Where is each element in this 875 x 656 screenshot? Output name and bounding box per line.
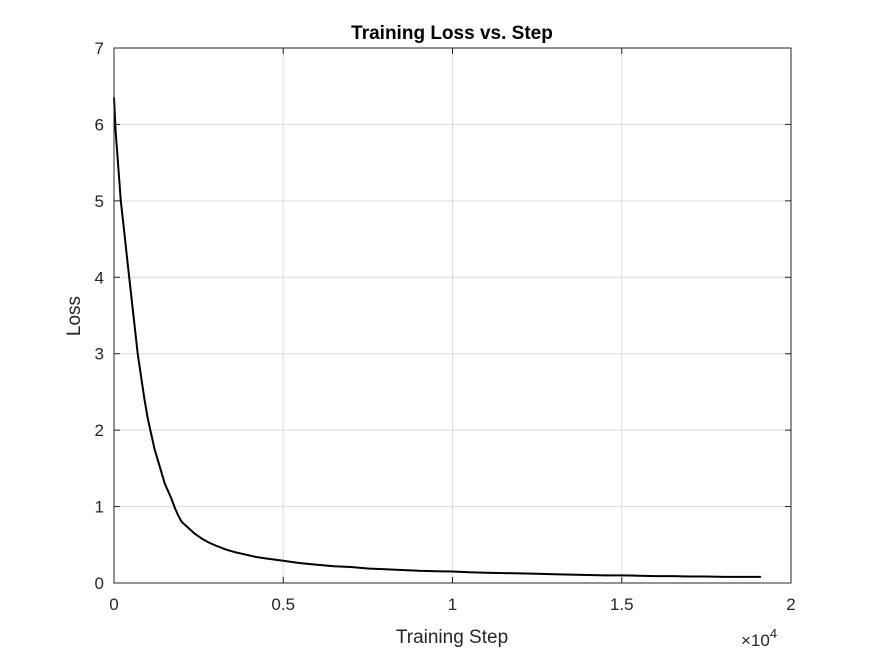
y-axis-label: Loss [64, 296, 85, 336]
loss-point [214, 544, 217, 547]
loss-point [164, 482, 166, 485]
loss-point [123, 230, 125, 233]
loss-point [235, 551, 237, 554]
x-tick-label: 1.5 [610, 595, 634, 614]
loss-point [130, 291, 132, 294]
x-tick-label: 0 [109, 595, 118, 614]
loss-point [150, 433, 152, 435]
loss-point [177, 514, 180, 517]
loss-point [316, 563, 318, 566]
x-tick-labels: 0 0.5 1 1.5 2 [109, 595, 795, 614]
loss-point [400, 569, 403, 571]
loss-point [451, 570, 454, 573]
loss-point [255, 556, 257, 558]
loss-point [224, 548, 227, 551]
loss-point [739, 576, 741, 578]
loss-point [350, 566, 352, 568]
loss-point [174, 507, 176, 509]
loss-point [519, 572, 521, 575]
loss-point [688, 575, 691, 578]
loss-point [187, 527, 190, 529]
loss-point [502, 572, 505, 574]
loss-point [126, 261, 129, 263]
loss-point [147, 417, 149, 420]
loss-point [621, 574, 623, 577]
series-group [113, 96, 762, 578]
x-tick-label: 2 [786, 595, 795, 614]
x-exponent-power: 4 [770, 626, 777, 641]
loss-point [180, 521, 183, 523]
loss-point [133, 322, 136, 324]
tick-marks [113, 47, 792, 584]
chart-title: Training Loss vs. Step [351, 23, 553, 44]
x-exponent-multiplier: ×104 [741, 626, 777, 650]
loss-point [282, 560, 285, 562]
y-tick-label: 7 [95, 39, 104, 58]
loss-point [367, 567, 369, 570]
loss-point [245, 553, 247, 556]
loss-point [170, 498, 173, 500]
loss-point [157, 459, 159, 462]
loss-point [485, 571, 488, 574]
loss-point [671, 575, 674, 577]
y-tick-label: 5 [95, 192, 104, 211]
loss-point [299, 562, 302, 564]
loss-point [167, 490, 169, 493]
y-tick-label: 6 [95, 115, 104, 134]
loss-point [201, 537, 203, 540]
loss-point [468, 571, 471, 574]
loss-point [136, 352, 139, 355]
loss-point [570, 573, 572, 576]
x-tick-label: 0.5 [271, 595, 295, 614]
loss-point [604, 574, 606, 577]
x-axis-label: Training Step [396, 627, 508, 648]
y-tick-label: 2 [95, 421, 104, 440]
loss-point [759, 576, 762, 578]
loss-point [140, 375, 142, 378]
loss-point [553, 573, 555, 575]
loss-point [114, 131, 117, 133]
y-tick-label: 4 [95, 268, 104, 287]
loss-point [705, 575, 708, 578]
loss-point [194, 533, 196, 535]
y-tick-labels: 0 1 2 3 4 5 6 7 [95, 39, 104, 593]
loss-point [434, 570, 437, 572]
loss-point [417, 570, 420, 572]
loss-point [160, 471, 163, 474]
loss-point [654, 575, 657, 577]
y-tick-label: 0 [95, 574, 104, 593]
loss-point [637, 574, 640, 577]
loss-point [116, 154, 119, 156]
loss-point [333, 565, 335, 567]
loss-point [536, 573, 538, 575]
y-tick-label: 3 [95, 345, 104, 364]
loss-point [722, 576, 725, 578]
loss-point [384, 568, 386, 570]
y-tick-label: 1 [95, 498, 104, 517]
loss-point [120, 200, 122, 202]
loss-point [143, 398, 146, 401]
loss-point [208, 541, 210, 544]
x-exponent-base: ×10 [741, 631, 770, 650]
loss-point [587, 574, 589, 576]
loss-point [153, 448, 156, 451]
loss-point [265, 557, 268, 560]
x-tick-label: 1 [448, 595, 457, 614]
